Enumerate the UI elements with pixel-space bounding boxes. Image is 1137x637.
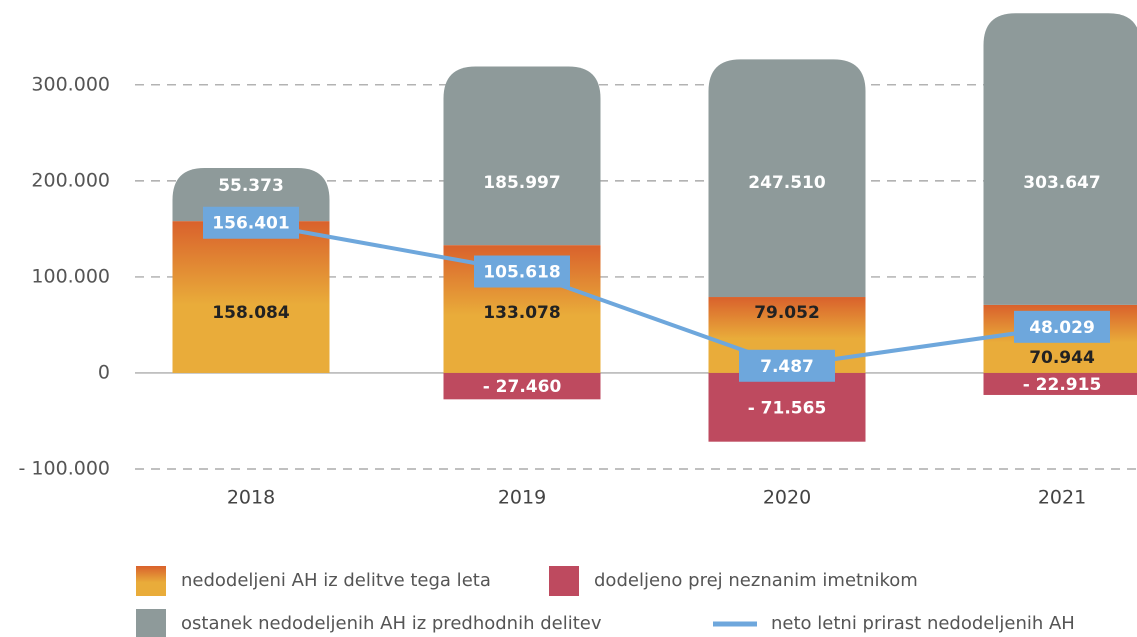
line-label-box [474, 255, 570, 288]
value-label: 105.618 [483, 263, 560, 283]
legend-swatch [549, 566, 579, 596]
line [250, 220, 1063, 368]
legend-label: ostanek nedodeljenih AH iz predhodnih de… [181, 613, 602, 634]
value-label: 55.373 [218, 176, 284, 196]
legend-swatch [136, 566, 166, 596]
bar [708, 59, 866, 298]
legend-label: nedodeljeni AH iz delitve tega leta [181, 570, 491, 591]
y-tick-label: - 100.000 [19, 458, 110, 480]
legend-label: neto letni prirast nedodeljenih AH [771, 613, 1075, 634]
value-label: 247.510 [748, 173, 826, 193]
value-label: 7.487 [760, 357, 814, 377]
value-label: 70.944 [1029, 348, 1095, 368]
x-tick-label: 2018 [227, 487, 275, 509]
value-label: 133.078 [483, 303, 560, 323]
line-label-box [739, 349, 835, 382]
x-tick-label: 2020 [763, 487, 811, 509]
legend-swatch [136, 609, 166, 637]
y-tick-label: 100.000 [31, 265, 110, 287]
value-label: 158.084 [212, 303, 290, 323]
line-label-box [1014, 310, 1110, 343]
bar [443, 66, 601, 246]
value-label: 48.029 [1029, 318, 1095, 338]
y-tick-label: 300.000 [31, 73, 110, 95]
value-label: 303.647 [1023, 173, 1100, 193]
bar [708, 372, 866, 442]
value-label: - 71.565 [748, 398, 827, 418]
value-label: - 27.460 [483, 377, 562, 397]
x-tick-label: 2021 [1038, 487, 1086, 509]
value-label: - 22.915 [1023, 375, 1102, 395]
value-label: 79.052 [754, 303, 820, 323]
bar [443, 372, 601, 400]
bar [172, 221, 330, 373]
legend-label: dodeljeno prej neznanim imetnikom [594, 570, 918, 591]
bar [983, 372, 1137, 395]
x-tick-label: 2019 [498, 487, 546, 509]
value-label: 185.997 [483, 173, 560, 193]
y-tick-label: 200.000 [31, 169, 110, 191]
line-label-box [203, 206, 299, 239]
y-tick-label: 0 [98, 361, 110, 383]
bar [983, 13, 1137, 305]
value-label: 156.401 [212, 214, 289, 234]
